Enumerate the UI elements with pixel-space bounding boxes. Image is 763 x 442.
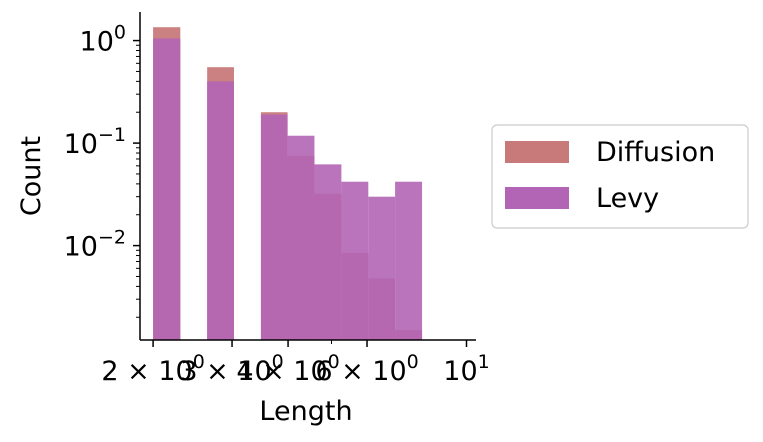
legend-swatch-diffusion xyxy=(505,141,569,163)
bar-levy-8 xyxy=(368,196,396,340)
x-tick-label-2: 4 × 100 xyxy=(236,351,339,387)
y-tick-label-0: 100 xyxy=(80,22,126,58)
bar-levy-4 xyxy=(260,114,288,340)
y-axis-title: Count xyxy=(16,136,47,216)
bar-levy-0 xyxy=(153,38,181,340)
legend: Diffusion Levy xyxy=(491,124,749,229)
x-tick-label-1: 3 × 100 xyxy=(180,351,283,387)
bar-levy-9 xyxy=(395,181,423,340)
bar-levy-7 xyxy=(341,181,369,340)
x-axis-title: Length xyxy=(259,396,352,427)
legend-swatch-levy xyxy=(505,187,569,209)
x-tick-label-4: 101 xyxy=(443,351,489,387)
bars-layer xyxy=(153,27,423,341)
legend-label-levy: Levy xyxy=(596,183,659,214)
bar-levy-5 xyxy=(287,135,315,340)
y-tick-label-1: 10−1 xyxy=(64,124,126,160)
bar-levy-6 xyxy=(314,164,342,340)
x-tick-label-3: 6 × 100 xyxy=(315,351,418,387)
y-tick-label-2: 10−2 xyxy=(64,227,126,263)
x-tick-label-0: 2 × 100 xyxy=(101,351,204,387)
bar-levy-2 xyxy=(207,81,234,341)
legend-label-diffusion: Diffusion xyxy=(596,137,715,168)
